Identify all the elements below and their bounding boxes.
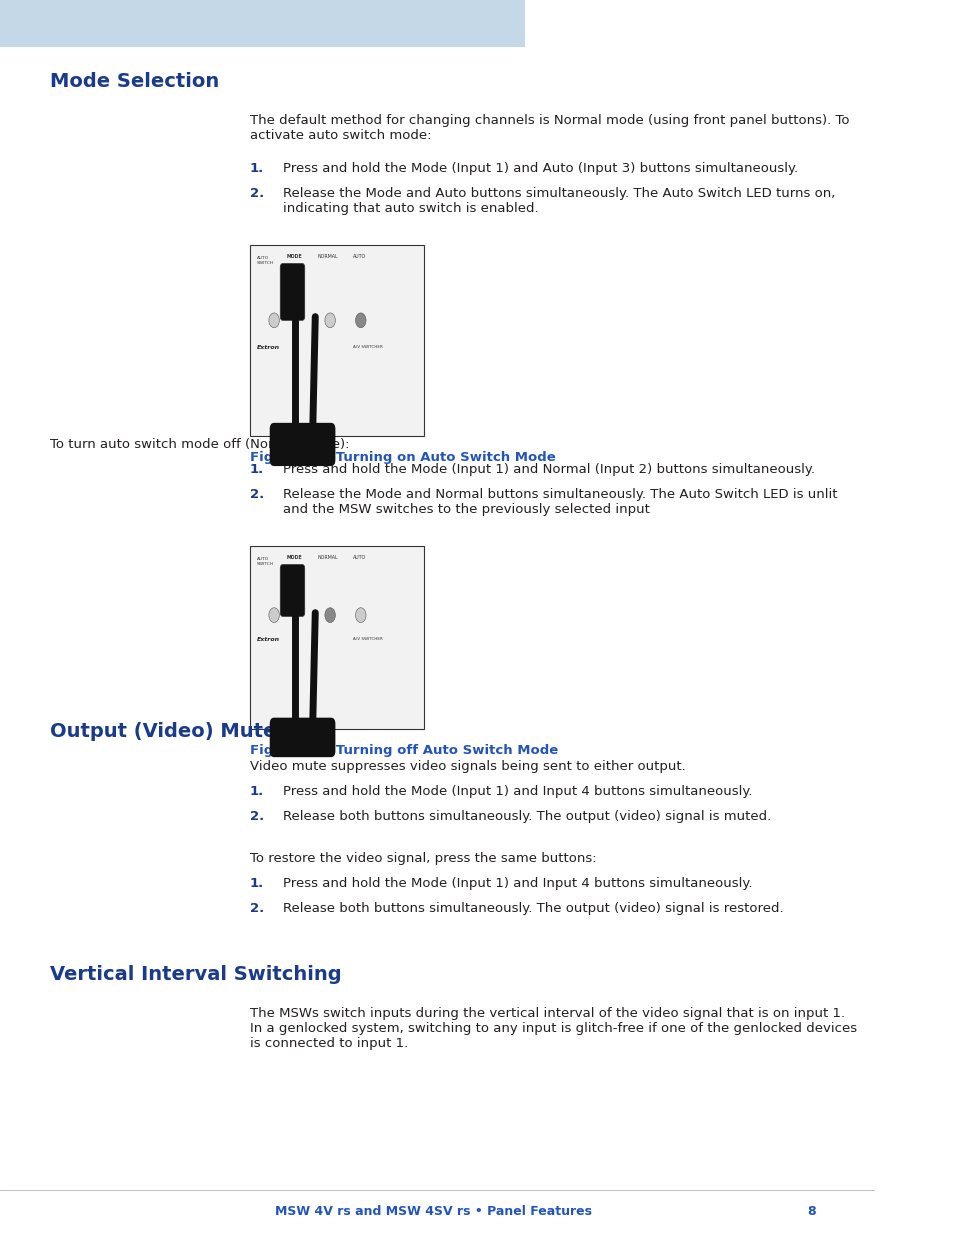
Text: Figure 7.    Turning on Auto Switch Mode: Figure 7. Turning on Auto Switch Mode [250, 451, 555, 464]
Text: Mode Selection: Mode Selection [51, 72, 219, 91]
Text: 8: 8 [806, 1205, 815, 1218]
Text: To restore the video signal, press the same buttons:: To restore the video signal, press the s… [250, 852, 596, 864]
Text: Release the Mode and Auto buttons simultaneously. The Auto Switch LED turns on,
: Release the Mode and Auto buttons simult… [282, 186, 834, 215]
Circle shape [355, 312, 366, 327]
Text: AUTO
SWITCH: AUTO SWITCH [256, 256, 274, 264]
Text: To turn auto switch mode off (Normal mode):: To turn auto switch mode off (Normal mod… [51, 438, 350, 451]
Text: MSW 4V rs and MSW 4SV rs • Panel Features: MSW 4V rs and MSW 4SV rs • Panel Feature… [275, 1205, 592, 1218]
Text: 2.: 2. [250, 488, 264, 501]
FancyBboxPatch shape [280, 263, 304, 320]
Text: 1.: 1. [250, 877, 264, 890]
Text: MODE: MODE [286, 253, 302, 258]
FancyBboxPatch shape [0, 0, 525, 47]
Circle shape [269, 608, 279, 622]
Text: Press and hold the Mode (Input 1) and Normal (Input 2) buttons simultaneously.: Press and hold the Mode (Input 1) and No… [282, 463, 814, 475]
Text: The default method for changing channels is Normal mode (using front panel butto: The default method for changing channels… [250, 114, 848, 142]
Text: 2.: 2. [250, 902, 264, 915]
Text: 2.: 2. [250, 810, 264, 823]
Text: The MSWs switch inputs during the vertical interval of the video signal that is : The MSWs switch inputs during the vertic… [250, 1007, 856, 1050]
Text: Video mute suppresses video signals being sent to either output.: Video mute suppresses video signals bein… [250, 760, 684, 773]
Circle shape [325, 312, 335, 327]
Text: Output (Video) Mute: Output (Video) Mute [51, 722, 276, 741]
Text: Press and hold the Mode (Input 1) and Input 4 buttons simultaneously.: Press and hold the Mode (Input 1) and In… [282, 877, 751, 890]
Text: AUTO: AUTO [353, 253, 366, 258]
Text: AUTO
SWITCH: AUTO SWITCH [256, 557, 274, 566]
Text: 1.: 1. [250, 785, 264, 798]
Circle shape [355, 608, 366, 622]
FancyBboxPatch shape [250, 546, 423, 729]
FancyBboxPatch shape [270, 422, 335, 466]
Text: Release both buttons simultaneously. The output (video) signal is muted.: Release both buttons simultaneously. The… [282, 810, 770, 823]
Text: Press and hold the Mode (Input 1) and Auto (Input 3) buttons simultaneously.: Press and hold the Mode (Input 1) and Au… [282, 162, 797, 175]
Text: A/V SWITCHER: A/V SWITCHER [353, 637, 382, 641]
Text: Release the Mode and Normal buttons simultaneously. The Auto Switch LED is unlit: Release the Mode and Normal buttons simu… [282, 488, 836, 516]
Circle shape [325, 608, 335, 622]
Text: 2.: 2. [250, 186, 264, 200]
Text: NORMAL: NORMAL [317, 253, 338, 258]
Text: Vertical Interval Switching: Vertical Interval Switching [51, 965, 342, 984]
Text: 1.: 1. [250, 463, 264, 475]
Text: NORMAL: NORMAL [317, 555, 338, 559]
Text: MODE: MODE [286, 555, 302, 559]
Text: AUTO: AUTO [353, 555, 366, 559]
Text: 1.: 1. [250, 162, 264, 175]
Text: Figure 8.    Turning off Auto Switch Mode: Figure 8. Turning off Auto Switch Mode [250, 743, 558, 757]
Text: Extron: Extron [256, 637, 279, 642]
FancyBboxPatch shape [250, 245, 423, 436]
Text: A/V SWITCHER: A/V SWITCHER [353, 345, 382, 350]
FancyBboxPatch shape [270, 718, 335, 757]
Text: Extron: Extron [256, 345, 279, 350]
FancyBboxPatch shape [280, 564, 304, 616]
Circle shape [269, 312, 279, 327]
Text: Release both buttons simultaneously. The output (video) signal is restored.: Release both buttons simultaneously. The… [282, 902, 782, 915]
Text: Press and hold the Mode (Input 1) and Input 4 buttons simultaneously.: Press and hold the Mode (Input 1) and In… [282, 785, 751, 798]
